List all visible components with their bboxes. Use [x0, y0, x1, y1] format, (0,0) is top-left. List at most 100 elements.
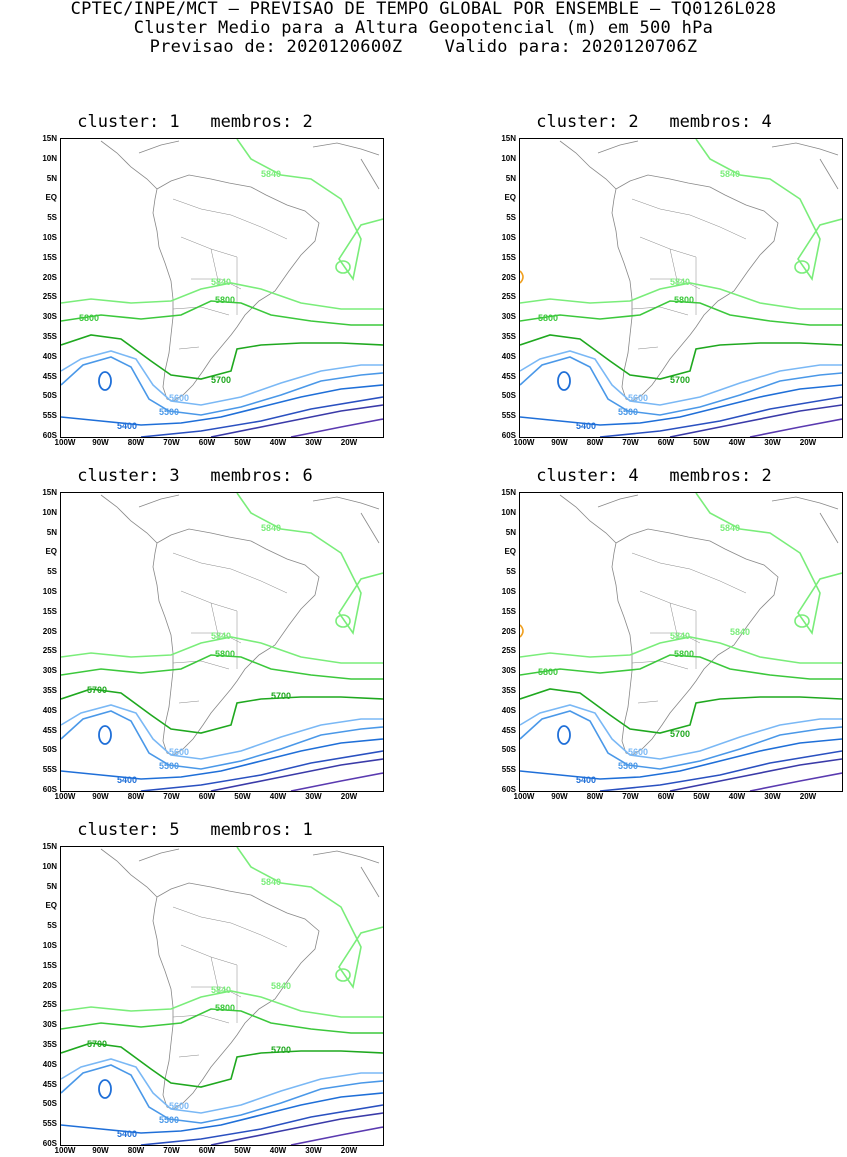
lat-tick-label: 55S [42, 411, 57, 421]
lon-tick-label: 80W [127, 792, 145, 801]
lon-tick-label: 30W [305, 1146, 322, 1155]
map-coastline [100, 848, 380, 1110]
contour-5500 [61, 1064, 383, 1124]
contour-label-l5400: 5400 [117, 421, 137, 431]
contour-label-l5600: 5600 [169, 1101, 189, 1111]
lon-tick-label: 50W [693, 438, 710, 447]
contour-label-l5400: 5400 [117, 1129, 137, 1139]
contour-label-l5700: 5700 [211, 375, 231, 385]
contour-low-1 [140, 1104, 383, 1145]
contour-label-l5840b: 5840 [720, 523, 740, 533]
lat-tick-label: 45S [42, 725, 57, 735]
lat-tick-label: 5N [505, 173, 516, 183]
contour-label-l5600: 5600 [169, 393, 189, 403]
contour-label-l5840b: 5840 [261, 523, 281, 533]
lat-tick-label: 5S [47, 921, 57, 931]
contour-label-l5800a: 5800 [215, 295, 235, 305]
lat-tick-label: 50S [42, 391, 57, 401]
lat-tick-label: 10N [501, 507, 516, 517]
lat-tick-label: 5N [505, 527, 516, 537]
contour-5400 [61, 384, 383, 426]
contour-label-l5400: 5400 [576, 775, 596, 785]
lon-tick-label: 70W [163, 792, 180, 801]
contour-label-l5700b: 5700 [271, 1045, 291, 1055]
lon-tick-label: 50W [234, 438, 251, 447]
contour-5600 [61, 1058, 383, 1114]
lon-tick-label: 40W [269, 792, 287, 801]
contour-5700 [61, 1042, 383, 1088]
map-coastline [100, 140, 380, 402]
contour-5700 [61, 688, 383, 734]
map-coastline [100, 494, 380, 756]
contour-label-l5800b: 5800 [79, 313, 99, 323]
contour-label-l5800b: 5800 [538, 667, 558, 677]
lat-tick-label: 35S [42, 1040, 57, 1049]
contour-5800 [520, 300, 842, 326]
lat-tick-label: 15N [501, 488, 516, 497]
contour-low-3 [290, 418, 383, 437]
lon-tick-label: 20W [340, 1146, 358, 1155]
contour-closed-low [98, 1079, 112, 1099]
contour-closed-low [98, 371, 112, 391]
lat-tick-label: 10S [42, 233, 57, 242]
contour-label-l5840a: 5840 [670, 277, 690, 287]
lon-tick-label: 30W [764, 438, 781, 447]
lon-tick-label: 80W [586, 792, 604, 801]
contour-5600 [520, 350, 842, 406]
panel-title: cluster: 1 membros: 2 [77, 112, 313, 132]
lat-tick-label: 30S [42, 312, 57, 322]
contour-5840 [61, 282, 383, 310]
contour-closed-high [794, 614, 810, 628]
contour-low-1 [599, 396, 842, 437]
contour-5500 [520, 356, 842, 416]
lat-tick-label: 25S [42, 292, 57, 302]
contour-5700 [520, 334, 842, 380]
lat-tick-label: 15S [501, 606, 516, 616]
lon-tick-label: 60W [198, 792, 216, 801]
lat-tick-label: 15S [42, 252, 57, 262]
contour-orange-edge [520, 624, 524, 638]
lon-tick-label: 60W [198, 438, 216, 447]
lat-tick-label: 55S [42, 765, 57, 775]
contour-label-l5840b: 5840 [261, 877, 281, 887]
lat-tick-label: 45S [501, 371, 516, 381]
lat-tick-label: 30S [501, 312, 516, 322]
lat-tick-label: 45S [42, 1079, 57, 1089]
panel-title: cluster: 3 membros: 6 [77, 466, 313, 486]
lat-tick-label: 40S [42, 1059, 57, 1069]
lat-tick-label: EQ [504, 193, 516, 203]
contour-5800 [61, 300, 383, 326]
contour-5400 [61, 1092, 383, 1134]
contour-5840-north [695, 493, 842, 635]
contour-5700 [520, 688, 842, 734]
contour-label-l5700a: 5700 [87, 685, 107, 695]
lon-tick-label: 70W [622, 792, 639, 801]
contour-low-2 [669, 404, 842, 437]
contour-label-l5500: 5500 [618, 407, 638, 417]
contour-5600 [61, 704, 383, 760]
contour-low-1 [140, 396, 383, 437]
contour-label-l5840b: 5840 [261, 169, 281, 179]
map-coastline [559, 140, 839, 402]
lon-tick-label: 50W [234, 792, 251, 801]
lat-tick-label: 15N [42, 842, 57, 851]
contour-label-l5500: 5500 [618, 761, 638, 771]
contour-label-l5840a: 5840 [211, 277, 231, 287]
contour-closed-low [557, 371, 571, 391]
contour-label-l5840a: 5840 [211, 631, 231, 641]
lon-tick-label: 100W [513, 792, 535, 801]
lon-tick-label: 40W [269, 1146, 287, 1155]
contour-label-l5800a: 5800 [215, 1003, 235, 1013]
lat-tick-label: 25S [42, 646, 57, 656]
lat-tick-label: EQ [45, 547, 57, 557]
contour-label-l5600: 5600 [628, 393, 648, 403]
panel-title: cluster: 2 membros: 4 [536, 112, 772, 132]
lon-tick-label: 20W [799, 792, 817, 801]
lon-tick-label: 90W [551, 792, 568, 801]
contour-5400 [61, 738, 383, 780]
lat-tick-label: 10S [501, 233, 516, 242]
contour-label-l5700a: 5700 [87, 1039, 107, 1049]
geopotential-map: 5840 5840 5800 5800 5700 5600 5500 5400 [519, 138, 843, 438]
lat-tick-label: 55S [501, 765, 516, 775]
lon-tick-label: 90W [551, 438, 568, 447]
